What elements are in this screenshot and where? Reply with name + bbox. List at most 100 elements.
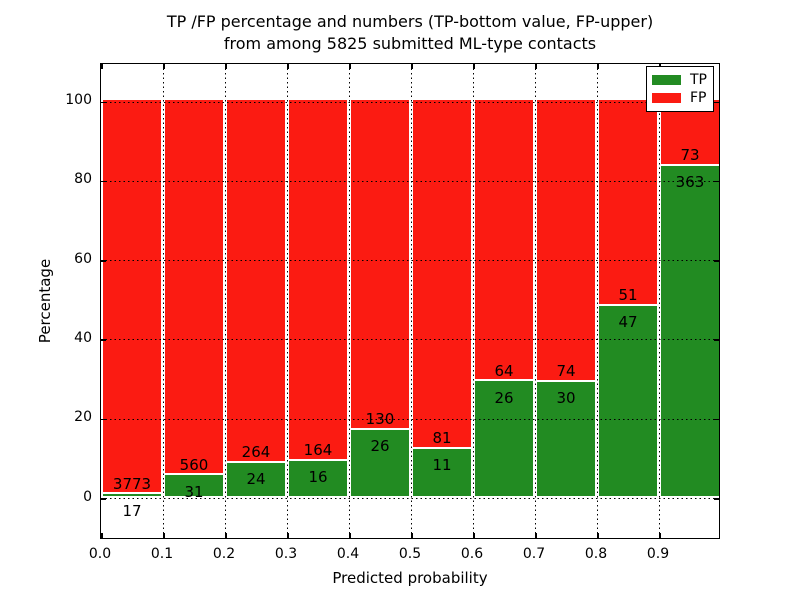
chart-title-line2: from among 5825 submitted ML-type contac… <box>223 34 597 53</box>
y-tick-mark-right <box>714 339 719 341</box>
bar-bin-0.7-0.8 <box>537 99 595 496</box>
bar-bin-0.1-0.2 <box>165 99 223 496</box>
y-tick-mark-right <box>714 260 719 262</box>
vertical-gridline <box>287 64 288 538</box>
bar-bin-0.9-1.0 <box>661 99 719 496</box>
tp-count-label: 31 <box>184 482 204 501</box>
y-tick-label: 80 <box>74 171 92 188</box>
horizontal-gridline <box>101 260 719 262</box>
segment-divider <box>475 379 533 382</box>
y-tick-label: 40 <box>74 329 92 346</box>
x-tick-label: 0.6 <box>460 546 484 562</box>
tp-color-swatch <box>652 75 681 85</box>
legend-item-fp: FP <box>652 91 708 105</box>
x-tick-mark <box>597 533 599 538</box>
fp-count-label: 51 <box>618 286 638 305</box>
fp-segment <box>537 99 595 380</box>
vertical-gridline <box>163 64 164 538</box>
tp-segment <box>413 448 471 496</box>
x-tick-label: 0.4 <box>336 546 360 562</box>
vertical-gridline <box>225 64 226 538</box>
legend-label-tp: TP <box>690 72 707 88</box>
vertical-gridline <box>349 64 350 538</box>
segment-divider <box>537 379 595 382</box>
x-tick-mark <box>535 533 537 538</box>
plot-area: 3773 17 560 31 264 24 164 16 130 26 81 11 64 26 74 30 51… <box>100 63 720 539</box>
y-tick-label: 60 <box>74 250 92 267</box>
fp-segment <box>289 99 347 459</box>
horizontal-gridline <box>101 339 719 341</box>
fp-count-label: 3773 <box>112 474 152 493</box>
bar-bin-0.0-0.1 <box>103 99 161 496</box>
tp-segment <box>537 381 595 496</box>
vertical-gridline <box>597 64 598 538</box>
x-tick-label: 0.8 <box>584 546 608 562</box>
tp-count-label: 17 <box>122 501 142 520</box>
tp-count-label: 47 <box>618 313 638 332</box>
fp-count-label: 164 <box>303 441 333 460</box>
bar-bin-0.4-0.5 <box>351 99 409 496</box>
segment-divider <box>227 460 285 463</box>
tp-segment <box>475 381 533 496</box>
x-tick-mark <box>349 533 351 538</box>
fp-segment <box>165 99 223 474</box>
x-tick-label: 0.3 <box>274 546 298 562</box>
y-tick-mark <box>101 180 106 183</box>
fp-segment <box>475 99 533 380</box>
x-tick-label: 0.1 <box>150 546 174 562</box>
fp-count-label: 130 <box>365 410 395 429</box>
x-tick-label: 0.5 <box>398 546 422 562</box>
segment-divider <box>599 303 657 306</box>
fp-count-label: 64 <box>494 361 514 380</box>
chart-title-line1: TP /FP percentage and numbers (TP-bottom… <box>166 12 654 31</box>
tp-count-label: 26 <box>370 437 390 456</box>
x-tick-label: 0.2 <box>212 546 236 562</box>
y-tick-mark <box>101 498 106 500</box>
vertical-gridline <box>535 64 536 538</box>
x-tick-mark-top <box>349 64 351 69</box>
horizontal-gridline <box>101 418 719 420</box>
tp-segment <box>227 462 285 496</box>
y-tick-label: 100 <box>65 92 92 108</box>
x-tick-mark-top <box>597 64 599 69</box>
x-tick-mark <box>101 533 103 538</box>
x-tick-label: 0.9 <box>646 546 670 562</box>
y-tick-mark-right <box>714 101 719 103</box>
fp-count-label: 73 <box>680 146 700 165</box>
tp-count-label: 16 <box>308 468 328 487</box>
segment-divider <box>289 458 347 461</box>
fp-segment <box>351 99 409 428</box>
tp-segment <box>661 165 719 496</box>
y-tick-mark <box>101 339 106 341</box>
bar-bin-0.5-0.6 <box>413 99 471 496</box>
x-tick-mark <box>225 533 227 538</box>
x-tick-mark <box>163 533 165 538</box>
x-tick-mark-top <box>287 64 289 69</box>
fp-segment <box>599 99 657 304</box>
x-axis-label: Predicted probability <box>332 569 488 587</box>
segment-divider <box>103 492 161 495</box>
segment-divider <box>165 473 223 476</box>
y-tick-mark <box>101 101 106 103</box>
x-tick-mark <box>659 533 661 538</box>
tp-segment <box>351 429 409 496</box>
legend: TP FP <box>646 66 714 112</box>
x-tick-mark-top <box>101 64 103 69</box>
x-tick-mark <box>473 533 475 538</box>
fp-segment <box>227 99 285 461</box>
fp-color-swatch <box>652 93 681 103</box>
tp-segment <box>599 305 657 496</box>
tp-count-label: 26 <box>494 388 514 407</box>
x-tick-mark-top <box>473 64 475 69</box>
horizontal-gridline <box>101 180 719 182</box>
horizontal-gridline <box>101 101 719 103</box>
bar-bin-0.2-0.3 <box>227 99 285 496</box>
vertical-gridline <box>411 64 412 538</box>
tp-count-label: 11 <box>432 456 452 475</box>
tp-segment <box>103 494 161 496</box>
x-tick-label: 0.7 <box>522 546 546 562</box>
fp-count-label: 74 <box>556 362 576 381</box>
x-tick-mark-top <box>163 64 165 69</box>
legend-label-fp: FP <box>690 90 707 106</box>
